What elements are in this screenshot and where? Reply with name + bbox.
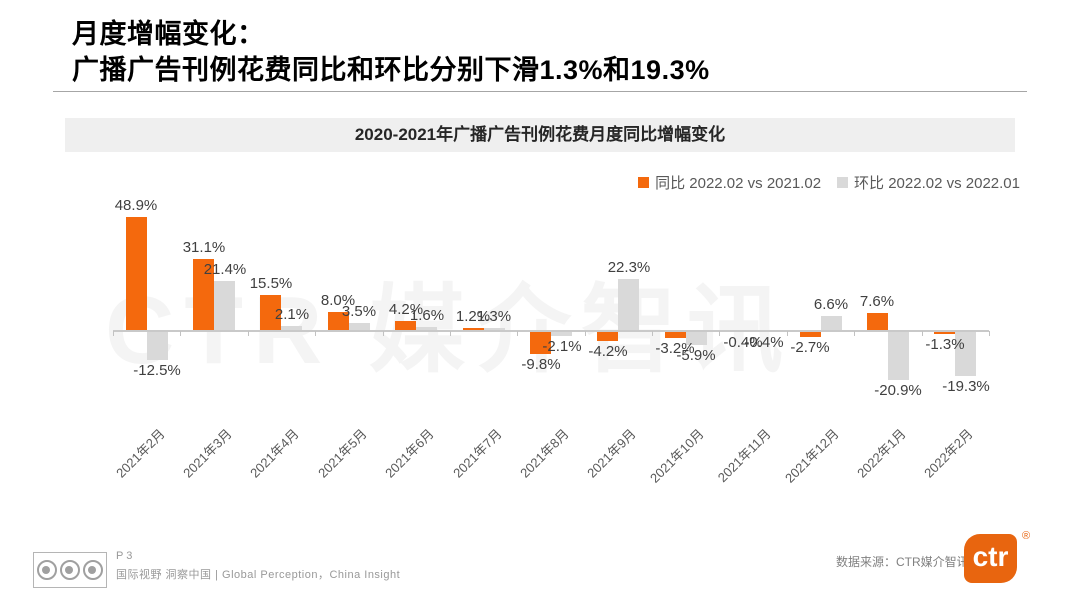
value-label: -0.4%: [723, 334, 763, 351]
value-label: 15.5%: [249, 275, 293, 292]
value-label: -2.1%: [542, 338, 582, 355]
ctr-logo: ctr: [964, 534, 1017, 583]
bar-yoy: [463, 328, 484, 331]
axis-tick: [787, 331, 788, 336]
lens-icon: [60, 560, 80, 580]
value-label: 1.6%: [409, 307, 445, 324]
bar-yoy: [260, 295, 281, 331]
bar-yoy: [126, 217, 147, 331]
value-label: 7.6%: [859, 293, 895, 310]
axis-tick: [585, 331, 586, 336]
legend-label-yoy: 同比 2022.02 vs 2021.02: [655, 175, 822, 192]
legend-item-mom: 环比 2022.02 vs 2022.01: [837, 172, 1020, 193]
bar-yoy: [193, 259, 214, 331]
axis-tick: [248, 331, 249, 336]
value-label: 2.1%: [274, 306, 310, 323]
lens-icon: [37, 560, 57, 580]
legend-label-mom: 环比 2022.02 vs 2022.01: [854, 175, 1020, 192]
value-label: -2.7%: [790, 339, 830, 356]
value-label: 6.6%: [813, 296, 849, 313]
page-title-line1: 月度增幅变化：: [72, 19, 265, 49]
bar-yoy: [934, 331, 955, 334]
value-label: 48.9%: [114, 197, 158, 214]
value-label: 8.0%: [320, 292, 356, 309]
page-title-line2: 广播广告刊例花费同比和环比分别下滑1.3%和19.3%: [72, 55, 710, 85]
footer-tagline: 国际视野 洞察中国 | Global Perception，China Insi…: [116, 569, 401, 581]
lens-icon: [83, 560, 103, 580]
bar-yoy: [597, 331, 618, 341]
bar-mom: [551, 331, 572, 336]
chart-legend: 同比 2022.02 vs 2021.02 环比 2022.02 vs 2022…: [638, 172, 1020, 193]
title-divider: [53, 91, 1027, 92]
bar-yoy: [395, 321, 416, 331]
value-label: 4.2%: [388, 301, 424, 318]
bar-mom: [281, 326, 302, 331]
axis-tick: [383, 331, 384, 336]
value-label: -12.5%: [133, 362, 181, 379]
bar-yoy: [328, 312, 349, 331]
axis-tick: [922, 331, 923, 336]
axis-tick: [517, 331, 518, 336]
bar-mom: [888, 331, 909, 380]
page-number: P 3: [116, 550, 133, 562]
bar-mom: [214, 281, 235, 331]
bar-mom: [416, 327, 437, 331]
x-axis-line: [113, 330, 989, 332]
value-label: -19.3%: [942, 378, 990, 395]
bar-yoy: [530, 331, 551, 354]
registered-trademark-icon: ®: [1022, 530, 1031, 542]
bar-yoy: [867, 313, 888, 331]
value-label: 21.4%: [203, 261, 247, 278]
value-label: -3.2%: [655, 340, 695, 357]
axis-tick: [652, 331, 653, 336]
axis-tick: [854, 331, 855, 336]
value-label: -1.3%: [925, 336, 965, 353]
axis-tick: [450, 331, 451, 336]
value-label: -5.9%: [676, 347, 716, 364]
axis-tick: [989, 331, 990, 336]
value-label: -4.2%: [588, 343, 628, 360]
value-label: 1.2%: [455, 308, 491, 325]
legend-swatch-yoy-icon: [638, 177, 650, 188]
legend-item-yoy: 同比 2022.02 vs 2021.02: [638, 172, 821, 193]
value-label: -0.4%: [744, 334, 784, 351]
bar-mom: [821, 316, 842, 331]
value-label: 22.3%: [607, 259, 651, 276]
value-label: -9.8%: [521, 356, 561, 373]
bar-mom: [618, 279, 639, 331]
value-label: 31.1%: [182, 239, 226, 256]
axis-tick: [315, 331, 316, 336]
axis-tick: [113, 331, 114, 336]
bar-mom: [349, 323, 370, 331]
chart-plot: 48.9% -12.5% 2021年2月 31.1% 21.4% 2021年3月 15.5%…: [113, 192, 990, 497]
bar-mom: [955, 331, 976, 376]
axis-tick: [719, 331, 720, 336]
axis-tick: [180, 331, 181, 336]
ctr-triple-lens-logo: [33, 552, 107, 588]
bar-mom: [686, 331, 707, 345]
value-label: 3.5%: [341, 303, 377, 320]
chart-title-banner: 2020-2021年广播广告刊例花费月度同比增幅变化: [65, 118, 1015, 152]
bar-yoy: [800, 331, 821, 337]
value-label: 1.3%: [476, 308, 512, 325]
bar-mom: [484, 328, 505, 331]
page-title: 月度增幅变化： 广播广告刊例花费同比和环比分别下滑1.3%和19.3%: [72, 16, 710, 88]
legend-swatch-mom-icon: [837, 177, 849, 188]
bar-yoy: [665, 331, 686, 338]
value-label: -20.9%: [874, 382, 922, 399]
bar-mom: [147, 331, 168, 360]
data-source-note: 数据来源：CTR媒介智讯: [836, 555, 969, 569]
